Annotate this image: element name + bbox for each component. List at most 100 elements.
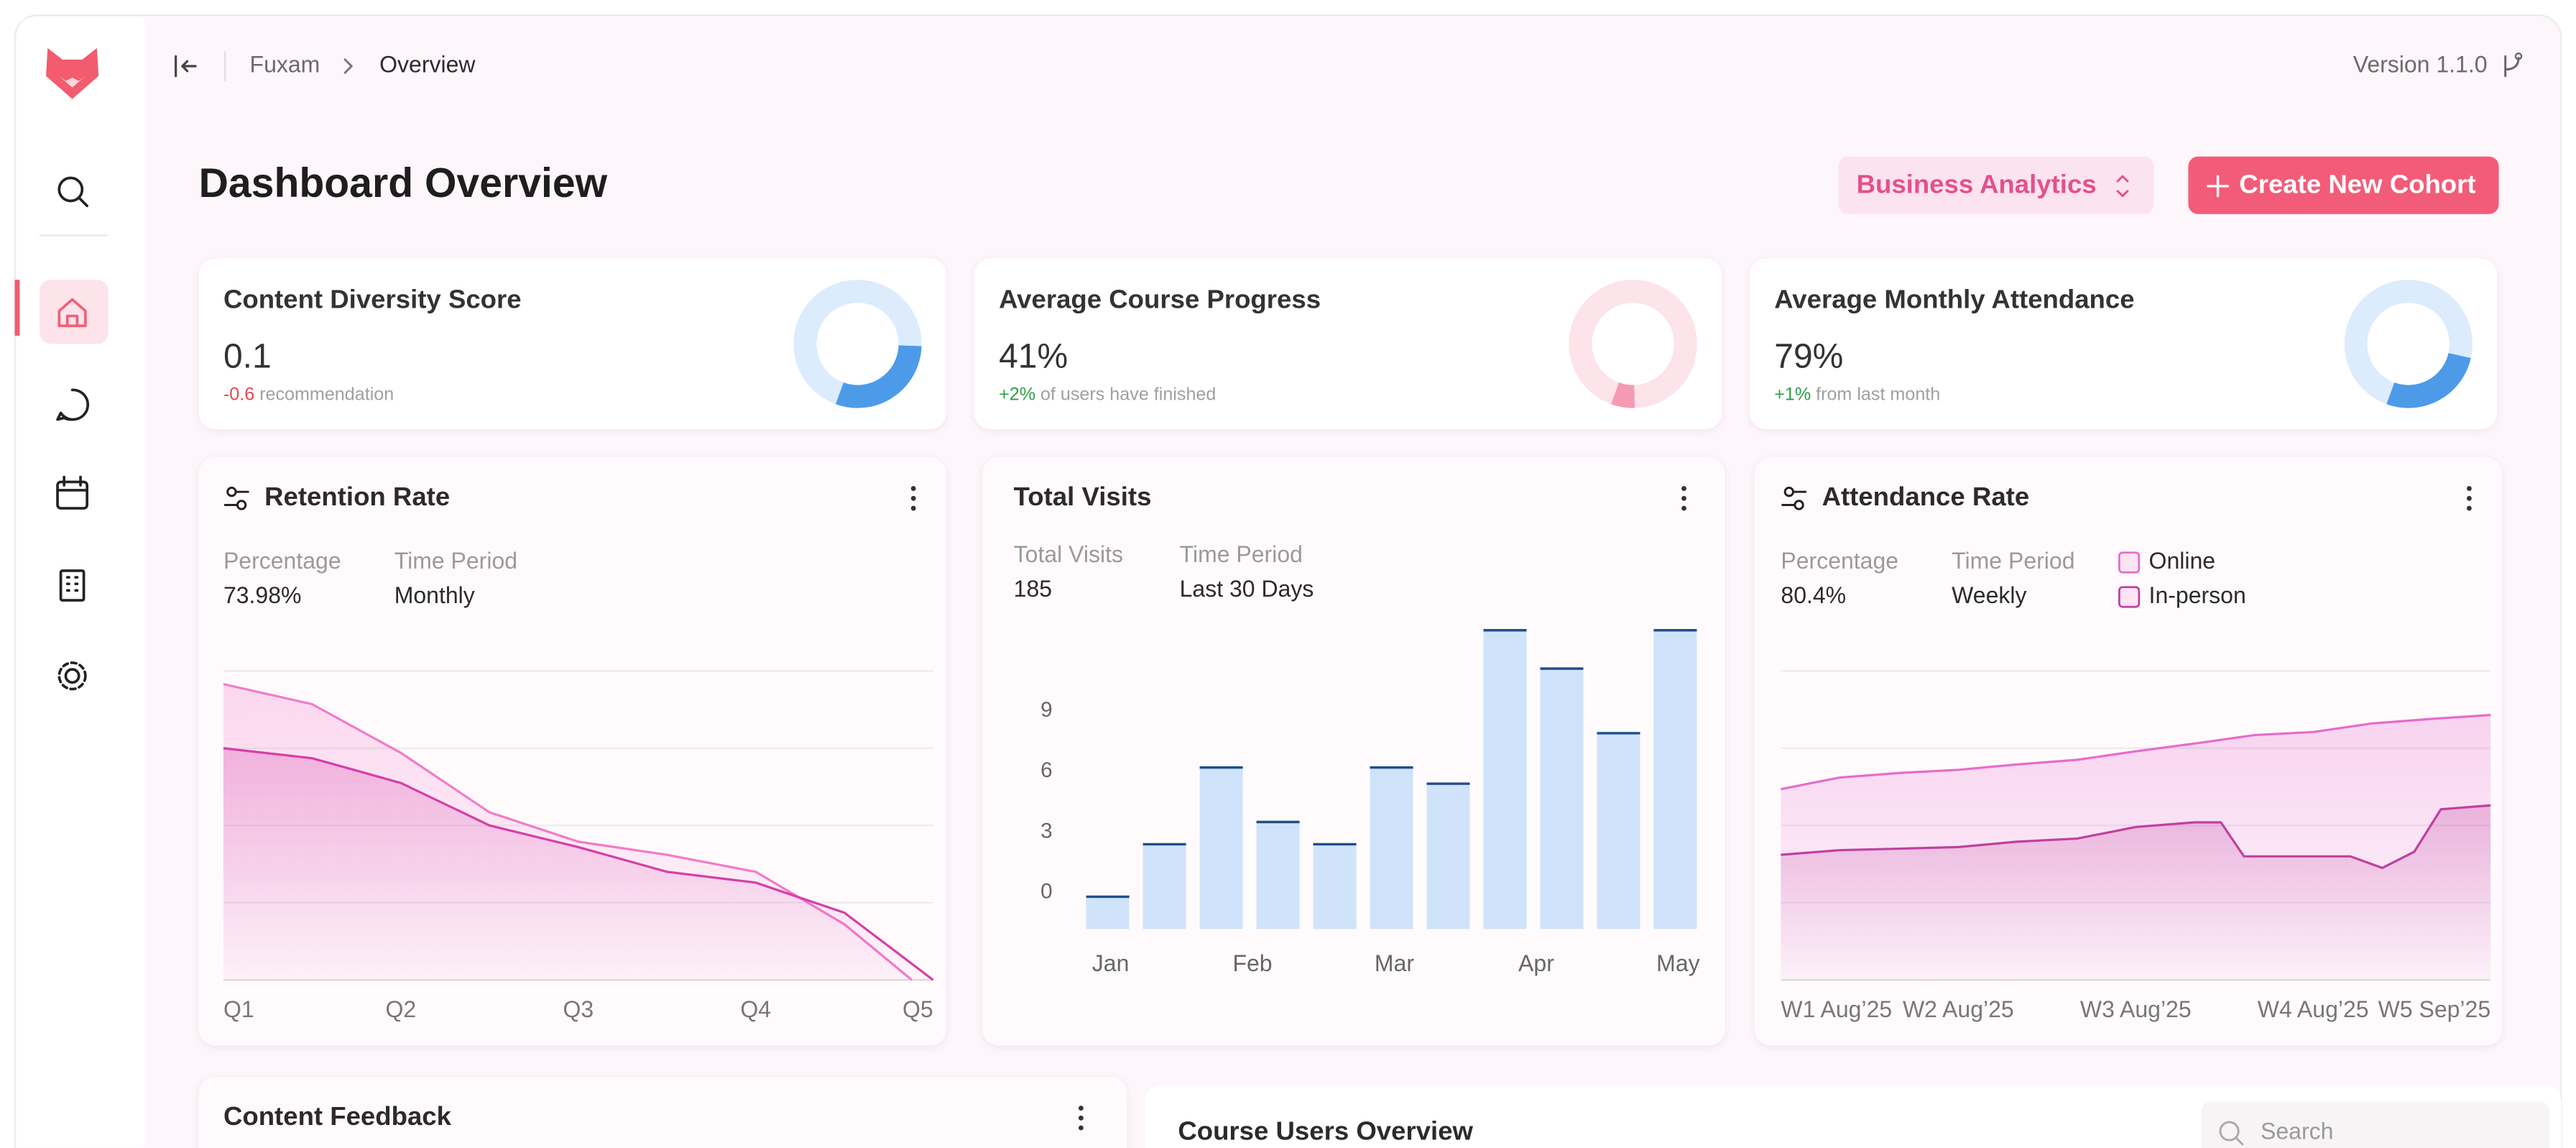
x-tick-label: W4 Aug’25 [2258,996,2369,1022]
breadcrumb-root[interactable]: Fuxam [250,51,320,77]
stat-delta-line: +1% from last month [1774,384,1940,404]
settings-icon[interactable] [57,661,87,691]
chart-title: Attendance Rate [1822,482,2030,511]
legend-label: Online [2149,548,2216,574]
stat-label: Time Period [1180,541,1303,567]
legend-label: In-person [2149,582,2246,608]
stat-delta-line: +2% of users have finished [999,384,1216,404]
x-tick-label: Q3 [563,996,594,1022]
x-tick-label: May [1656,950,1699,976]
y-tick-label: 6 [1040,758,1053,782]
chart-title: Retention Rate [264,482,450,511]
x-tick-label: Q2 [386,996,417,1022]
stat-value: Monthly [394,582,475,608]
y-tick-label: 9 [1040,698,1053,722]
kebab-menu[interactable] [2466,486,2472,511]
y-tick-label: 3 [1040,819,1053,842]
stat-delta: +2% [999,384,1035,404]
stat-value: 41% [999,338,1068,376]
stat-label: Percentage [1781,548,1898,574]
x-tick-label: W3 Aug’25 [2080,996,2192,1022]
stat-delta: -0.6 [223,384,254,404]
search-placeholder: Search [2261,1118,2333,1144]
stat-label: Time Period [1952,548,2074,574]
x-tick-label: Q5 [902,996,933,1022]
x-tick-label: W5 Sep’25 [2378,996,2491,1022]
stat-value: Last 30 Days [1180,576,1314,602]
x-tick-label: W2 Aug’25 [1903,996,2014,1022]
search-input[interactable] [2201,1101,2550,1148]
filter-icon [223,486,249,510]
x-tick-label: Apr [1518,950,1554,976]
stat-value: Weekly [1952,582,2026,608]
stat-value: 0.1 [223,338,272,376]
select-chevrons [2116,175,2129,198]
kebab-menu[interactable] [910,486,916,511]
logo[interactable] [46,47,99,99]
stat-value: 80.4% [1781,582,1846,608]
stat-card [1749,258,2498,430]
x-tick-label: W1 Aug’25 [1781,996,1892,1022]
bar [1426,784,1470,929]
stat-note: of users have finished [1040,384,1216,404]
create-label: Create New Cohort [2239,170,2475,199]
x-tick-label: Q1 [223,996,254,1022]
version: Version 1.1.0 [2353,51,2488,77]
bar [1256,822,1300,929]
breadcrumb-chevron [343,58,353,74]
kebab-menu[interactable] [1681,486,1686,511]
stat-value: 73.98% [223,582,302,608]
bar [1086,896,1130,929]
users-title: Course Users Overview [1178,1116,1473,1146]
stat-value: 185 [1014,576,1052,602]
ring-arc [1611,382,1635,408]
filter-icon [1781,486,1807,510]
kebab-menu[interactable] [1078,1106,1084,1131]
bar [1313,844,1357,929]
analytics-select[interactable] [1838,156,2154,214]
building-icon[interactable] [59,569,86,602]
bar [1483,630,1527,929]
stat-label: Total Visits [1014,541,1123,567]
y-tick-label: 0 [1040,880,1053,904]
branch-icon [2504,52,2523,78]
stat-label: Time Period [394,548,517,574]
bar [1540,669,1584,929]
collapse-icon[interactable] [175,55,197,78]
chart-title: Total Visits [1014,482,1152,511]
home-button[interactable] [39,280,109,344]
stat-delta-line: -0.6 recommendation [223,384,394,404]
stat-title: Content Diversity Score [223,285,522,314]
search-icon[interactable] [57,176,89,208]
breadcrumb-current: Overview [379,51,476,77]
x-tick-label: Jan [1092,950,1130,976]
line [223,747,934,981]
legend-checkbox [2118,586,2141,608]
ring-arc [835,344,922,408]
search-input-icon [2219,1121,2244,1146]
feedback-card [198,1077,1127,1148]
stat-value: 79% [1774,338,1843,376]
feedback-title: Content Feedback [223,1101,452,1131]
line [1781,804,2491,870]
stat-note: from last month [1816,384,1940,404]
chat-icon[interactable] [56,388,90,421]
legend-checkbox [2118,551,2141,574]
active-indicator [14,280,20,336]
calendar-icon[interactable] [56,475,89,510]
stat-card [974,258,1722,430]
create-button[interactable] [2188,156,2499,214]
x-tick-label: Q4 [740,996,771,1022]
bar [1142,844,1186,929]
bar [1653,630,1697,929]
bar [1597,733,1640,929]
bar [1199,767,1243,929]
line [1781,714,2491,791]
page-title: Dashboard Overview [199,160,608,206]
area [223,748,933,981]
x-tick-label: Mar [1375,950,1414,976]
plus-icon [2207,175,2230,198]
ring-arc [2386,352,2471,408]
select-label: Business Analytics [1857,170,2097,199]
